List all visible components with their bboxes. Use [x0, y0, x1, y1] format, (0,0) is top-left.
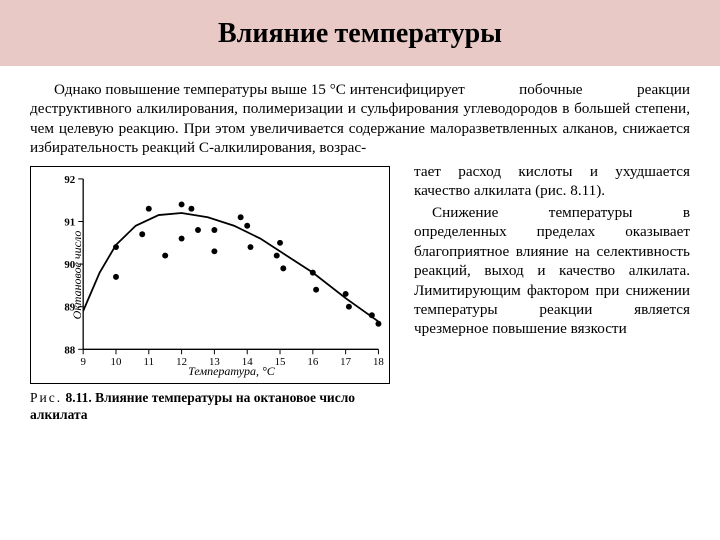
right-paragraph-1: тает расход кислоты и ухудшается качеств…: [414, 162, 690, 201]
right-paragraph-2: Снижение температуры в определенных пред…: [414, 203, 690, 339]
svg-text:12: 12: [176, 356, 187, 368]
two-column-layout: Октановое число Температура, °C 91011121…: [30, 162, 690, 424]
svg-text:90: 90: [64, 259, 75, 271]
chart-svg: 9 10 11 12 13 14 15 16 17 18 88 89 90 91 92: [31, 167, 389, 383]
svg-text:18: 18: [373, 356, 384, 368]
svg-text:16: 16: [307, 356, 318, 368]
chart-container: Октановое число Температура, °C 91011121…: [30, 166, 390, 384]
svg-text:91: 91: [64, 216, 75, 228]
svg-text:9: 9: [80, 356, 85, 368]
svg-text:14: 14: [242, 356, 253, 368]
svg-text:15: 15: [275, 356, 286, 368]
svg-text:13: 13: [209, 356, 220, 368]
caption-prefix: Рис.: [30, 390, 62, 405]
text-column: тает расход кислоты и ухудшается качеств…: [414, 162, 690, 424]
title-bar: Влияние температуры: [0, 0, 720, 66]
page-title: Влияние температуры: [218, 17, 502, 50]
svg-text:92: 92: [64, 174, 75, 186]
svg-text:89: 89: [64, 301, 75, 313]
intro-paragraph: Однако повышение температуры выше 15 °C …: [30, 80, 690, 158]
svg-text:88: 88: [64, 344, 75, 356]
chart-caption: Рис. 8.11. Влияние температуры на октано…: [30, 390, 400, 424]
svg-text:10: 10: [111, 356, 122, 368]
svg-text:17: 17: [340, 356, 351, 368]
chart-column: Октановое число Температура, °C 91011121…: [30, 162, 400, 424]
intro-lead: Однако повышение температуры выше 15 °C …: [30, 80, 465, 99]
caption-num: 8.11.: [65, 390, 91, 405]
svg-text:11: 11: [144, 356, 154, 368]
content-area: Однако повышение температуры выше 15 °C …: [0, 66, 720, 424]
